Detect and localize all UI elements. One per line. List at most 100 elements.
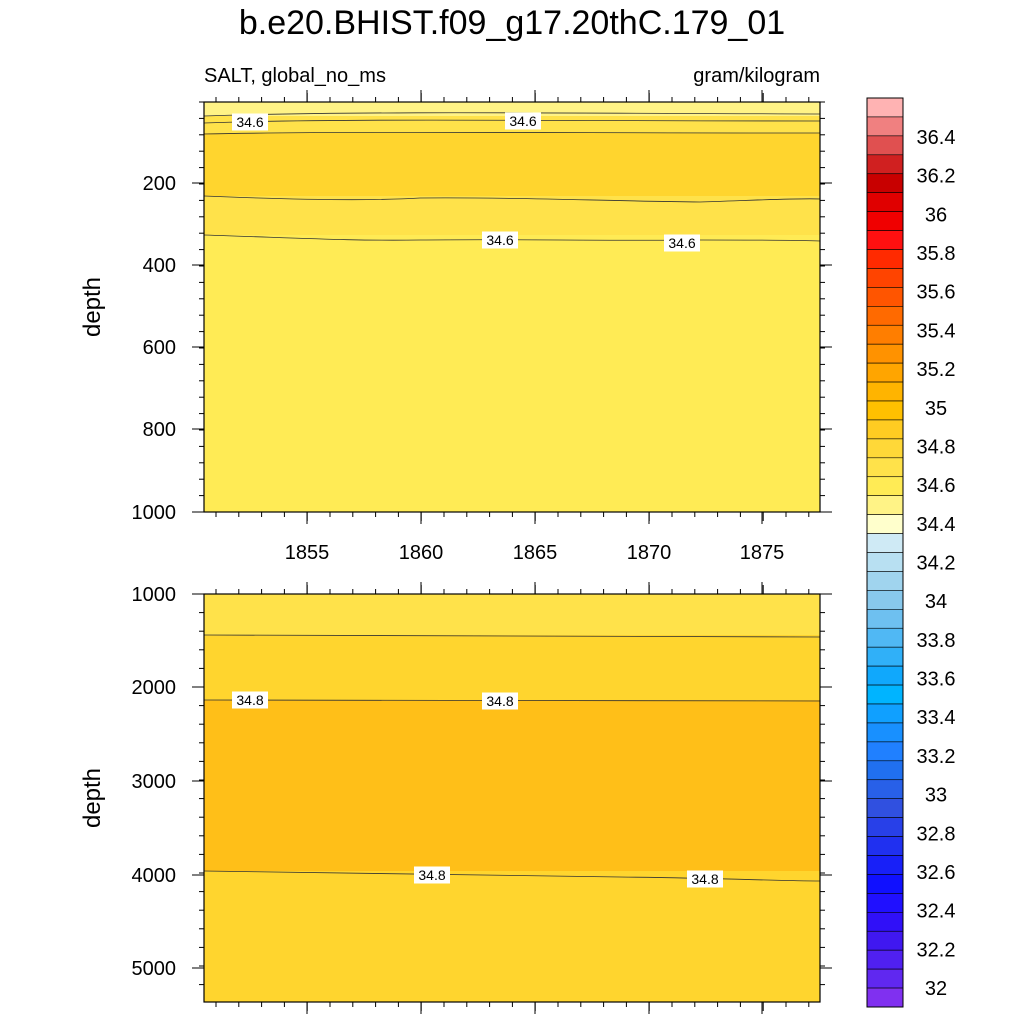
colorbar-swatch (866, 135, 904, 156)
colorbar-label: 33.6 (917, 669, 956, 691)
y-axis-label: depth (79, 277, 106, 337)
colorbar-label: 33.8 (917, 630, 956, 652)
colorbar-label: 36.4 (917, 127, 956, 149)
colorbar-label: 32.6 (917, 862, 956, 884)
colorbar-swatch (866, 154, 904, 175)
colorbar-swatch (866, 457, 904, 478)
colorbar-swatch (866, 609, 904, 629)
colorbar-swatch (866, 741, 904, 762)
x-tick-label: 1870 (627, 542, 672, 564)
colorbar-swatch (866, 646, 904, 667)
colorbar-swatch (866, 230, 904, 250)
y-tick-label: 1000 (132, 502, 177, 524)
colorbar-swatch (866, 684, 904, 705)
contour-band (204, 871, 820, 1002)
colorbar-swatch (866, 703, 904, 724)
left-subtitle: SALT, global_no_ms (204, 65, 386, 87)
contour-label-bg (482, 692, 518, 710)
colorbar-label: 33.2 (917, 746, 956, 768)
y-tick-label: 3000 (132, 771, 177, 793)
y-tick-label: 200 (143, 173, 176, 195)
colorbar-label: 34.4 (917, 514, 956, 536)
y-axis-label: depth (79, 768, 106, 828)
upper-panel: 1855 1860 1865 1870 1875 200 400 600 800 1000 dept… (79, 90, 832, 564)
colorbar-swatch (866, 590, 904, 610)
contour-band (204, 133, 820, 196)
contour-band (204, 196, 820, 235)
x-tick-label: 1860 (399, 542, 444, 564)
colorbar-swatch (866, 817, 904, 837)
colorbar-label: 32.4 (917, 901, 956, 923)
chart-title: b.e20.BHIST.f09_g17.20thC.179_01 (239, 4, 785, 42)
contour-band (204, 700, 820, 871)
colorbar-swatch (866, 192, 904, 212)
contour-label-bg (232, 113, 268, 131)
colorbar-swatch (866, 306, 904, 326)
colorbar-label: 34.6 (917, 475, 956, 497)
contour-label: 34.8 (486, 693, 513, 709)
colorbar-swatch (866, 343, 904, 364)
colorbar-swatch (866, 419, 904, 440)
y-tick-label: 2000 (132, 677, 177, 699)
contour-label-bg (232, 691, 268, 709)
colorbar-label: 34.8 (917, 436, 956, 458)
contour-label: 34.6 (236, 114, 263, 130)
colorbar-label: 35.2 (917, 359, 956, 381)
lower-panel: 1000 2000 3000 4000 5000 depth 34.8 34.8 34.8 34.… (79, 582, 832, 1014)
colorbar-label: 35.6 (917, 282, 956, 304)
x-tick-label: 1855 (285, 542, 330, 564)
colorbar-swatch (866, 874, 904, 894)
contour-band (204, 235, 820, 512)
contour-line (203, 870, 821, 882)
colorbar-label: 32.8 (917, 823, 956, 845)
colorbar-swatch (866, 249, 904, 269)
contour-label: 34.6 (668, 235, 695, 251)
y-tick-label: 400 (143, 255, 176, 277)
contour-label: 34.8 (236, 692, 263, 708)
contour-line (203, 119, 821, 124)
colorbar-swatch (866, 968, 904, 989)
contour-label-bg (482, 231, 518, 249)
colorbar-swatch (866, 893, 904, 913)
colorbar-swatch (866, 798, 904, 818)
colorbar-swatch (866, 930, 904, 951)
colorbar-label: 35 (925, 398, 947, 420)
colorbar-swatch (866, 268, 904, 288)
contour-band (204, 635, 820, 700)
y-tick-label: 1000 (132, 584, 177, 606)
right-subtitle: gram/kilogram (693, 65, 820, 87)
colorbar-label: 35.4 (917, 320, 956, 342)
colorbar-swatch (866, 514, 904, 534)
colorbar-swatch (866, 173, 904, 193)
colorbar-swatch (866, 97, 904, 118)
colorbar-label: 34 (925, 591, 947, 613)
contour-label-bg (664, 234, 700, 252)
colorbar-swatch (866, 760, 904, 781)
colorbar-swatch (866, 400, 904, 421)
colorbar-frame (866, 97, 904, 1008)
colorbar-swatch (866, 533, 904, 553)
colorbar-swatch (866, 836, 904, 856)
colorbar-swatch (866, 287, 904, 307)
colorbar-swatch (866, 324, 904, 345)
contour-label: 34.6 (509, 113, 536, 129)
colorbar-label: 36.2 (917, 166, 956, 188)
colorbar-swatch (866, 362, 904, 383)
colorbar-swatch (866, 381, 904, 402)
x-tick-label: 1865 (513, 542, 558, 564)
y-tick-label: 600 (143, 337, 176, 359)
y-tick-label: 800 (143, 419, 176, 441)
contour-label: 34.6 (486, 232, 513, 248)
colorbar-swatch (866, 987, 904, 1008)
colorbar-label: 33 (925, 785, 947, 807)
colorbar-swatch (866, 211, 904, 231)
y-tick-label: 5000 (132, 958, 177, 980)
colorbar-swatch (866, 571, 904, 591)
contour-label: 34.8 (418, 867, 445, 883)
colorbar-swatch (866, 495, 904, 515)
colorbar-label: 34.2 (917, 553, 956, 575)
colorbar-swatch (866, 949, 904, 970)
y-tick-label: 4000 (132, 865, 177, 887)
colorbar: 36.4 36.2 36 35.8 35.6 35.4 35.2 35 34.8 34.6 34.4… (866, 97, 956, 1008)
contour-line (203, 234, 821, 242)
